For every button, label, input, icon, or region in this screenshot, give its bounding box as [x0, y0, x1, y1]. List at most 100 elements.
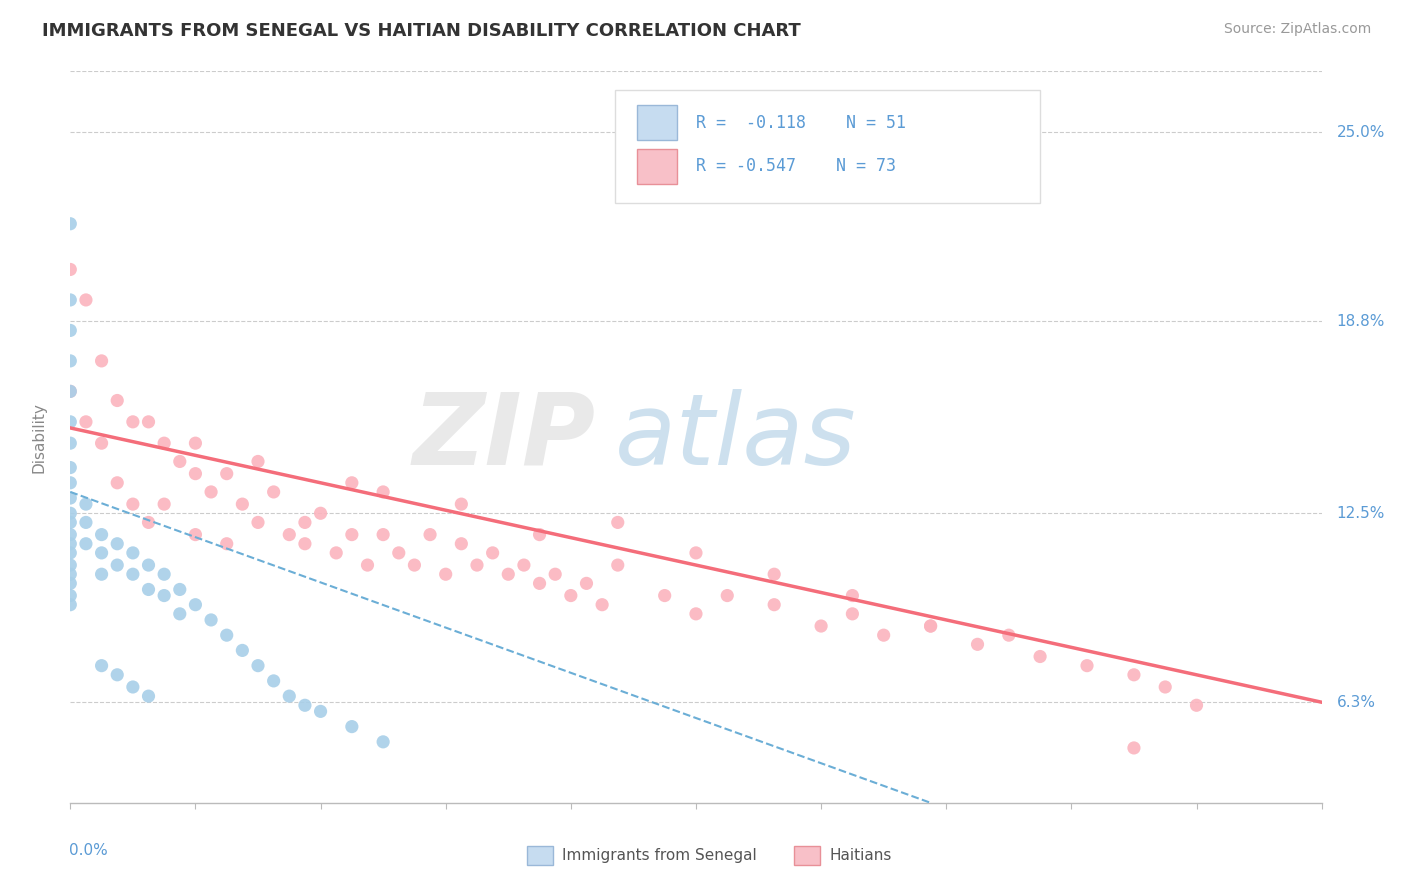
Point	[560, 589, 582, 603]
Text: Disability: Disability	[31, 401, 46, 473]
Point	[169, 582, 191, 597]
Point	[121, 567, 145, 582]
Point	[529, 527, 551, 541]
Point	[529, 576, 551, 591]
Point	[371, 527, 394, 541]
Point	[59, 217, 82, 231]
Point	[215, 628, 238, 642]
Point	[169, 607, 191, 621]
Point	[231, 497, 253, 511]
Point	[200, 613, 222, 627]
Point	[1154, 680, 1177, 694]
Point	[685, 546, 707, 560]
Point	[1029, 649, 1052, 664]
Point	[184, 467, 207, 481]
Point	[75, 516, 97, 530]
Point	[325, 546, 347, 560]
Text: R = -0.547    N = 73: R = -0.547 N = 73	[696, 158, 896, 176]
Point	[247, 516, 270, 530]
Point	[90, 436, 112, 450]
Point	[872, 628, 894, 642]
FancyBboxPatch shape	[614, 90, 1040, 203]
Point	[419, 527, 441, 541]
Point	[90, 354, 112, 368]
Text: 6.3%: 6.3%	[1337, 695, 1375, 710]
Text: 25.0%: 25.0%	[1337, 125, 1385, 140]
Point	[105, 393, 128, 408]
Point	[465, 558, 488, 573]
Point	[138, 582, 160, 597]
Bar	[794, 846, 820, 865]
Point	[340, 475, 363, 490]
Point	[654, 589, 676, 603]
Point	[450, 497, 472, 511]
Point	[263, 673, 285, 688]
Point	[105, 667, 128, 682]
Point	[1185, 698, 1208, 713]
Point	[153, 589, 176, 603]
Point	[591, 598, 613, 612]
Point	[153, 567, 176, 582]
Point	[138, 516, 160, 530]
Text: Source: ZipAtlas.com: Source: ZipAtlas.com	[1223, 22, 1371, 37]
Point	[278, 689, 301, 703]
Point	[59, 589, 82, 603]
Point	[59, 323, 82, 337]
Point	[606, 558, 628, 573]
FancyBboxPatch shape	[637, 105, 678, 140]
Point	[105, 537, 128, 551]
Point	[294, 698, 316, 713]
Point	[59, 415, 82, 429]
Text: 12.5%: 12.5%	[1337, 506, 1385, 521]
Point	[371, 485, 394, 500]
Point	[1076, 658, 1098, 673]
Point	[105, 475, 128, 490]
Point	[763, 567, 786, 582]
Point	[309, 705, 332, 719]
Point	[59, 598, 82, 612]
Point	[513, 558, 536, 573]
Point	[169, 454, 191, 468]
Point	[371, 735, 394, 749]
Text: 0.0%: 0.0%	[69, 843, 107, 858]
Point	[75, 537, 97, 551]
Point	[841, 589, 863, 603]
Point	[1123, 667, 1146, 682]
Point	[763, 598, 786, 612]
Point	[388, 546, 411, 560]
Point	[75, 415, 97, 429]
Point	[59, 567, 82, 582]
Text: IMMIGRANTS FROM SENEGAL VS HAITIAN DISABILITY CORRELATION CHART: IMMIGRANTS FROM SENEGAL VS HAITIAN DISAB…	[42, 22, 801, 40]
Point	[278, 527, 301, 541]
Point	[294, 537, 316, 551]
Point	[59, 262, 82, 277]
Point	[90, 546, 112, 560]
Point	[59, 537, 82, 551]
Point	[121, 497, 145, 511]
Point	[59, 546, 82, 560]
Point	[340, 527, 363, 541]
Bar	[527, 846, 553, 865]
Point	[90, 567, 112, 582]
Text: R =  -0.118    N = 51: R = -0.118 N = 51	[696, 113, 905, 131]
Point	[59, 460, 82, 475]
Point	[810, 619, 832, 633]
Point	[294, 516, 316, 530]
Point	[450, 537, 472, 551]
Point	[138, 689, 160, 703]
Text: Immigrants from Senegal: Immigrants from Senegal	[562, 848, 758, 863]
Point	[59, 354, 82, 368]
Text: Haitians: Haitians	[830, 848, 891, 863]
FancyBboxPatch shape	[637, 149, 678, 184]
Point	[184, 527, 207, 541]
Point	[75, 293, 97, 307]
Point	[59, 384, 82, 399]
Point	[575, 576, 598, 591]
Point	[920, 619, 942, 633]
Point	[184, 436, 207, 450]
Point	[1123, 740, 1146, 755]
Point	[215, 537, 238, 551]
Point	[841, 607, 863, 621]
Point	[404, 558, 426, 573]
Point	[920, 619, 942, 633]
